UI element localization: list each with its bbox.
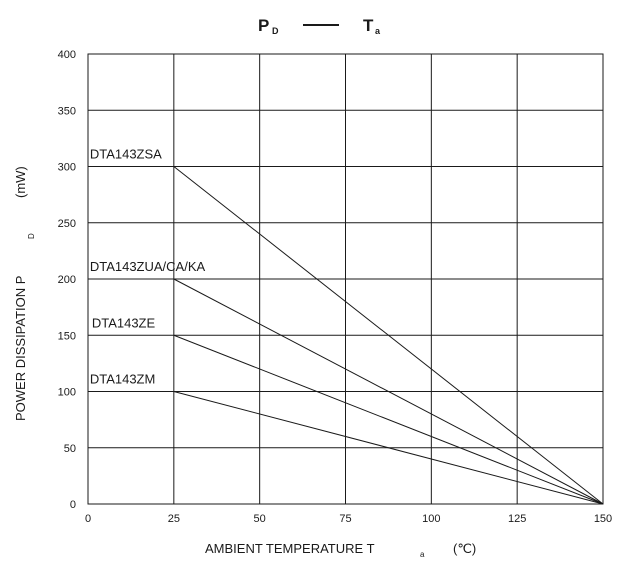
title-ta-subscript: a <box>375 26 381 36</box>
y-tick-label: 100 <box>58 387 76 399</box>
x-tick-label: 0 <box>85 513 91 525</box>
y-axis-label-unit: (mW) <box>13 166 28 198</box>
y-axis-title: POWER DISSIPATION P D (mW) <box>13 166 36 421</box>
series-line <box>173 166 604 505</box>
y-tick-label: 350 <box>58 105 76 117</box>
title-pd-subscript: D <box>272 26 279 36</box>
series-line <box>173 278 604 505</box>
series-labels: DTA143ZSA DTA143ZUA/CA/KA DTA143ZE DTA143ZM <box>90 147 206 387</box>
series-line <box>173 391 604 505</box>
series-label: DTA143ZSA <box>90 147 162 162</box>
y-axis-label-subscript: D <box>27 233 36 239</box>
series-label: DTA143ZE <box>92 315 156 330</box>
x-tick-label: 100 <box>422 513 440 525</box>
chart-title: P D T a <box>258 16 381 36</box>
title-ta: T <box>363 16 374 35</box>
y-tick-labels: 0 50 100 150 200 250 300 350 400 <box>58 49 76 511</box>
series-label: DTA143ZM <box>90 372 156 387</box>
x-axis-title: AMBIENT TEMPERATURE T a (℃) <box>205 541 476 559</box>
x-tick-labels: 0 25 50 75 100 125 150 <box>85 513 612 525</box>
x-tick-label: 75 <box>339 513 351 525</box>
y-tick-label: 300 <box>58 162 76 174</box>
y-tick-label: 150 <box>58 330 76 342</box>
x-axis-label-text: AMBIENT TEMPERATURE T <box>205 541 375 556</box>
y-tick-label: 0 <box>70 499 76 511</box>
x-tick-label: 150 <box>594 513 612 525</box>
y-tick-label: 50 <box>64 443 76 455</box>
x-tick-label: 50 <box>254 513 266 525</box>
x-axis-label-subscript: a <box>420 550 425 559</box>
title-pd: P <box>258 16 269 35</box>
series-label: DTA143ZUA/CA/KA <box>90 259 206 274</box>
y-tick-label: 250 <box>58 218 76 230</box>
series-line <box>173 334 604 505</box>
y-tick-label: 200 <box>58 274 76 286</box>
x-tick-label: 25 <box>168 513 180 525</box>
series-lines <box>173 166 604 505</box>
plot-frame <box>87 53 604 505</box>
y-axis-label-text: POWER DISSIPATION P <box>13 276 28 421</box>
x-axis-label-unit: (℃) <box>453 541 476 556</box>
x-tick-label: 125 <box>508 513 526 525</box>
y-tick-label: 400 <box>58 49 76 61</box>
